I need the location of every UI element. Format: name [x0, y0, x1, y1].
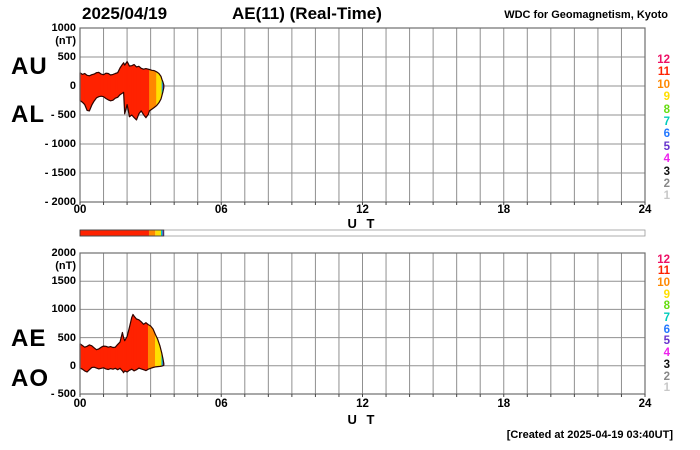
y-tick-label: 0 [69, 80, 76, 92]
legend-station-count: 8 [663, 300, 670, 313]
legend-station-count: 5 [663, 140, 670, 153]
legend-station-count: 5 [663, 335, 670, 348]
legend-station-count: 1 [663, 190, 670, 203]
legend-station-count: 11 [657, 265, 670, 278]
legend-station-count: 2 [663, 178, 670, 190]
x-tick-label: 12 [356, 398, 369, 410]
y-tick-label: 500 [57, 331, 76, 344]
legend-station-count: 1 [663, 382, 670, 395]
plot-date: 2025/04/19 [82, 4, 168, 23]
y-tick-label: - 500 [50, 109, 76, 121]
legend-station-count: 8 [663, 103, 670, 116]
legend-station-count: 9 [663, 288, 670, 301]
x-tick-label: 00 [73, 204, 87, 216]
y-tick-label: - 2000 [44, 196, 76, 208]
wdc-credit: WDC for Geomagnetism, Kyoto [504, 9, 668, 21]
legend-station-count: 4 [663, 153, 670, 166]
legend-station-count: 7 [663, 116, 670, 128]
ao-axis-label: AO [11, 365, 49, 392]
y-axis-unit: (nT) [55, 35, 76, 47]
au-axis-label: AU [11, 53, 48, 80]
legend-station-count: 10 [657, 276, 670, 289]
x-tick-label: 00 [73, 398, 87, 410]
legend-station-count: 3 [663, 165, 670, 178]
ae-axis-label: AE [11, 325, 47, 352]
y-tick-label: - 1500 [44, 167, 76, 179]
legend-station-count: 12 [657, 253, 670, 266]
y-tick-label: - 1000 [44, 138, 76, 150]
legend-station-count: 6 [663, 323, 670, 336]
legend-station-count: 9 [663, 91, 670, 104]
legend-station-count: 10 [657, 78, 670, 91]
legend-station-count: 7 [663, 312, 670, 324]
y-tick-label: 0 [69, 359, 76, 372]
legend-station-count: 4 [663, 347, 670, 360]
x-tick-label: 06 [214, 204, 228, 216]
ut-axis-label: U T [347, 412, 378, 427]
x-tick-label: 18 [497, 204, 511, 216]
y-tick-label: 500 [57, 51, 76, 63]
plot-title: AE(11) (Real-Time) [232, 4, 382, 23]
x-tick-label: 12 [356, 204, 369, 216]
x-tick-label: 06 [214, 398, 228, 410]
y-tick-label: 1000 [51, 22, 76, 34]
x-tick-label: 24 [638, 204, 652, 216]
ut-axis-label: U T [347, 216, 378, 231]
y-tick-label: 2000 [51, 247, 76, 259]
created-timestamp: [Created at 2025-04-19 03:40UT] [506, 429, 673, 441]
legend-station-count: 6 [663, 128, 670, 141]
al-axis-label: AL [11, 101, 45, 128]
legend-station-count: 11 [657, 66, 670, 79]
y-tick-label: - 500 [50, 388, 76, 400]
y-axis-unit: (nT) [55, 260, 76, 272]
legend-station-count: 2 [663, 370, 670, 383]
y-tick-label: 1000 [51, 303, 76, 316]
y-tick-label: 1500 [51, 275, 76, 288]
x-tick-label: 18 [497, 398, 511, 410]
legend-station-count: 12 [657, 54, 670, 66]
x-tick-label: 24 [638, 398, 652, 410]
legend-station-count: 3 [663, 358, 670, 371]
